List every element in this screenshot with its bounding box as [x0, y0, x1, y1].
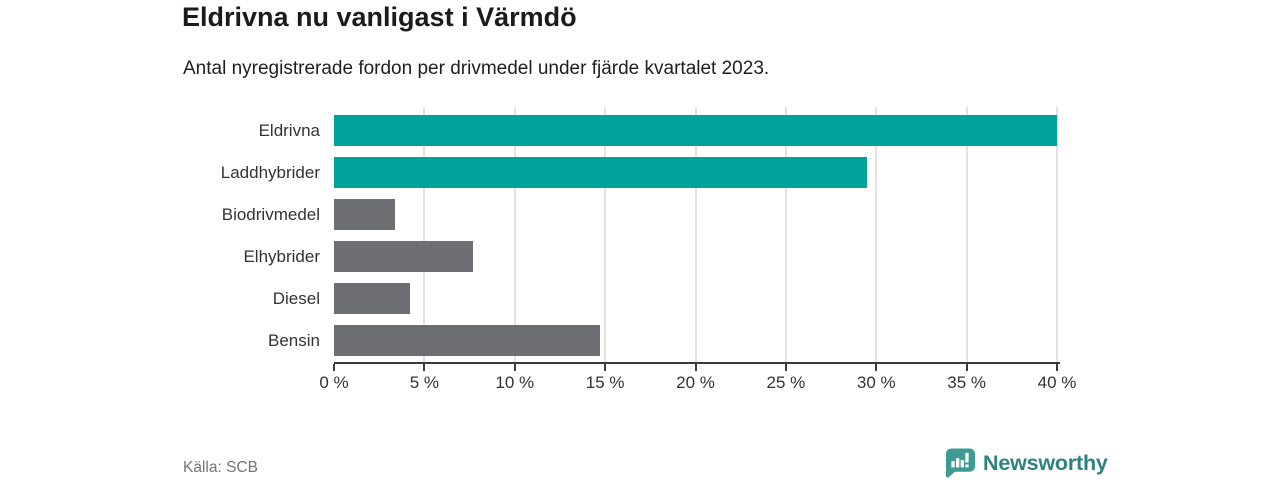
category-label-bensin: Bensin [268, 331, 320, 350]
bar-chart-speech-bubble-icon [945, 447, 975, 477]
gridline-5 [423, 107, 426, 363]
bar-bensin [334, 325, 600, 356]
source-label: Källa: SCB [183, 459, 258, 476]
tick-label-15: 15 % [585, 373, 625, 392]
gridline-40 [1056, 107, 1058, 363]
bar-diesel [334, 283, 410, 314]
category-label-laddhybrider: Laddhybrider [220, 163, 320, 182]
tick-label-25: 25 % [766, 373, 806, 392]
gridline-15 [604, 107, 607, 363]
tick-mark-20 [694, 364, 697, 371]
gridline-30 [875, 107, 878, 363]
tick-label-20: 20 % [676, 373, 715, 392]
logo-bar-1 [951, 460, 955, 467]
bar-eldrivna [334, 115, 1057, 146]
tick-label-30: 30 % [856, 373, 896, 392]
tick-mark-10 [513, 364, 516, 371]
newsworthy-logo-text: Newsworthy [983, 450, 1108, 475]
gridline-10 [513, 107, 516, 363]
tick-mark-40 [1056, 364, 1058, 371]
logo-exclamation-bar [965, 452, 969, 463]
plot-area [334, 107, 1058, 363]
tick-label-0: 0 % [319, 373, 349, 392]
logo-bar-2 [956, 457, 960, 467]
category-label-diesel: Diesel [272, 289, 320, 308]
logo-exclamation-dot [965, 463, 969, 467]
gridline-25 [784, 107, 787, 363]
x-axis-line [334, 362, 1060, 364]
category-label-elhybrider: Elhybrider [243, 247, 320, 266]
tick-label-5: 5 % [409, 373, 440, 392]
tick-mark-0 [333, 364, 335, 371]
bar-laddhybrider [334, 157, 868, 188]
bar-biodrivmedel [334, 199, 396, 230]
category-label-biodrivmedel: Biodrivmedel [221, 205, 320, 224]
tick-mark-30 [875, 364, 878, 371]
logo-bar-3 [960, 459, 964, 467]
gridline-35 [965, 107, 968, 363]
chart-title: Eldrivna nu vanligast i Värmdö [182, 2, 577, 32]
x-axis-ticks: 0 % 5 % 10 % 15 % 20 % 25 % 30 % 35 % 40 % [319, 364, 1076, 404]
newsworthy-logo: Newsworthy [944, 446, 1108, 480]
gridline-20 [694, 107, 697, 363]
speech-bubble-shape [945, 447, 975, 477]
chart-subtitle: Antal nyregistrerade fordon per drivmede… [183, 58, 770, 79]
tick-label-35: 35 % [947, 373, 986, 392]
tick-mark-25 [784, 364, 787, 371]
tick-label-10: 10 % [495, 373, 535, 392]
category-labels: Eldrivna Laddhybrider Biodrivmedel Elhybrid… [0, 107, 320, 363]
tick-mark-15 [604, 364, 607, 371]
bar-elhybrider [334, 241, 474, 272]
category-label-eldrivna: Eldrivna [258, 121, 320, 140]
tick-label-40: 40 % [1037, 373, 1077, 392]
tick-mark-35 [965, 364, 968, 371]
tick-mark-5 [423, 364, 426, 371]
